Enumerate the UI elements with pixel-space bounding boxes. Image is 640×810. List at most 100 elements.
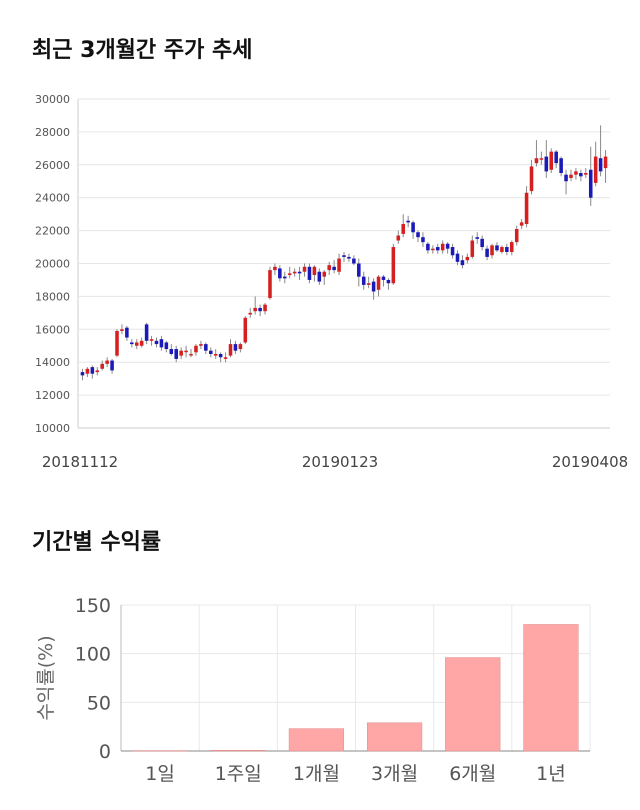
candle-body [475,237,480,239]
candle-body [248,312,253,315]
x-tick-label: 1년 [536,763,566,785]
return-bar [445,657,501,752]
candle-body [327,265,331,271]
candle-body [431,248,435,251]
y-axis-label: 수익률(%) [35,635,57,720]
candle-body [352,258,356,264]
candle-body [253,307,257,312]
candle-body [144,324,149,341]
candle-body [366,283,371,285]
candle-body [105,360,109,364]
candle-body [213,353,218,356]
candle-body [490,245,494,256]
candle-body [574,171,578,175]
candlestick-chart: 10000 12000 14000 16000 18000 20000 22000 24000… [35,93,628,471]
return-bar [132,750,188,752]
candle-body [337,258,341,272]
candle-body [357,263,361,277]
x-tick-label: 6개월 [449,763,496,785]
candle-body [134,342,139,346]
candle-body [465,256,470,261]
candle-body [95,370,100,373]
x-tick-label: 20181112 [42,453,118,471]
candle-body [332,266,336,271]
x-tick-label: 20190123 [302,453,378,471]
return-bar [366,722,423,752]
candle-body [529,166,534,192]
candle-body [480,238,484,248]
candle-body [233,344,238,351]
candle-body [603,156,608,169]
x-tick-label: 1일 [145,763,175,785]
candle-body [302,266,307,272]
candle-body [396,235,401,241]
candle-body [164,342,169,350]
candle-body [179,350,183,356]
candle-body [554,151,558,164]
candle-body [283,276,287,279]
candle-body [509,242,514,252]
candle-body [386,279,391,284]
candle-body [169,349,174,354]
candle-body [460,260,465,266]
price-chart-title: 최근 3개월간 주가 추세 [32,38,253,63]
candle-body [120,329,124,331]
candle-body [204,344,208,351]
candle-body [159,339,164,348]
candle-body [381,276,386,280]
candle-body [514,228,519,243]
y-tick-label: 22000 [35,225,70,238]
candle-body [401,224,405,234]
candle-body [539,158,544,160]
candle-body [287,273,292,276]
candle-body [519,222,524,226]
candle-body [139,340,144,346]
candle-body [307,266,312,280]
return-bar [210,749,266,752]
candle-body [416,232,420,238]
candle-body [223,357,228,359]
candle-body [564,174,568,182]
candle-body [115,330,119,356]
y-tick-label: 30000 [35,93,70,106]
candle-body [347,256,351,259]
y-tick-label: 12000 [35,389,70,402]
candle-body [549,151,554,170]
candle-body [450,247,455,256]
candle-body [406,220,410,223]
candle-body [194,345,198,353]
y-tick-label: 50 [87,692,111,714]
candle-body [485,248,489,257]
candle-body [593,156,598,183]
candle-body [312,266,317,276]
candle-body [588,169,593,198]
candle-body [371,281,376,292]
y-tick-label: 16000 [35,323,70,336]
y-tick-label: 28000 [35,126,70,139]
x-tick-label: 20190408 [552,453,628,471]
candle-body [218,353,223,358]
candle-body [90,367,95,374]
candle-body [292,271,297,274]
candle-body [130,342,134,345]
candle-body [258,307,262,312]
returns-chart-title: 기간별 수익률 [32,530,162,555]
candle-body [184,350,188,353]
candle-body [495,245,499,251]
candle-body [426,243,430,251]
candle-body [598,158,603,172]
candle-body [559,158,563,174]
candle-body [445,243,450,249]
y-tick-label: 0 [99,741,111,763]
y-tick-label: 150 [75,595,111,617]
candle-body [524,192,529,225]
return-bar [523,624,579,752]
candle-body [505,247,509,252]
candle-body [110,360,114,371]
candle-body [80,372,85,376]
return-bar [288,728,345,752]
candle-body [322,271,327,277]
candle-body [391,247,396,284]
candle-body [500,247,504,252]
y-tick-label: 18000 [35,290,70,303]
